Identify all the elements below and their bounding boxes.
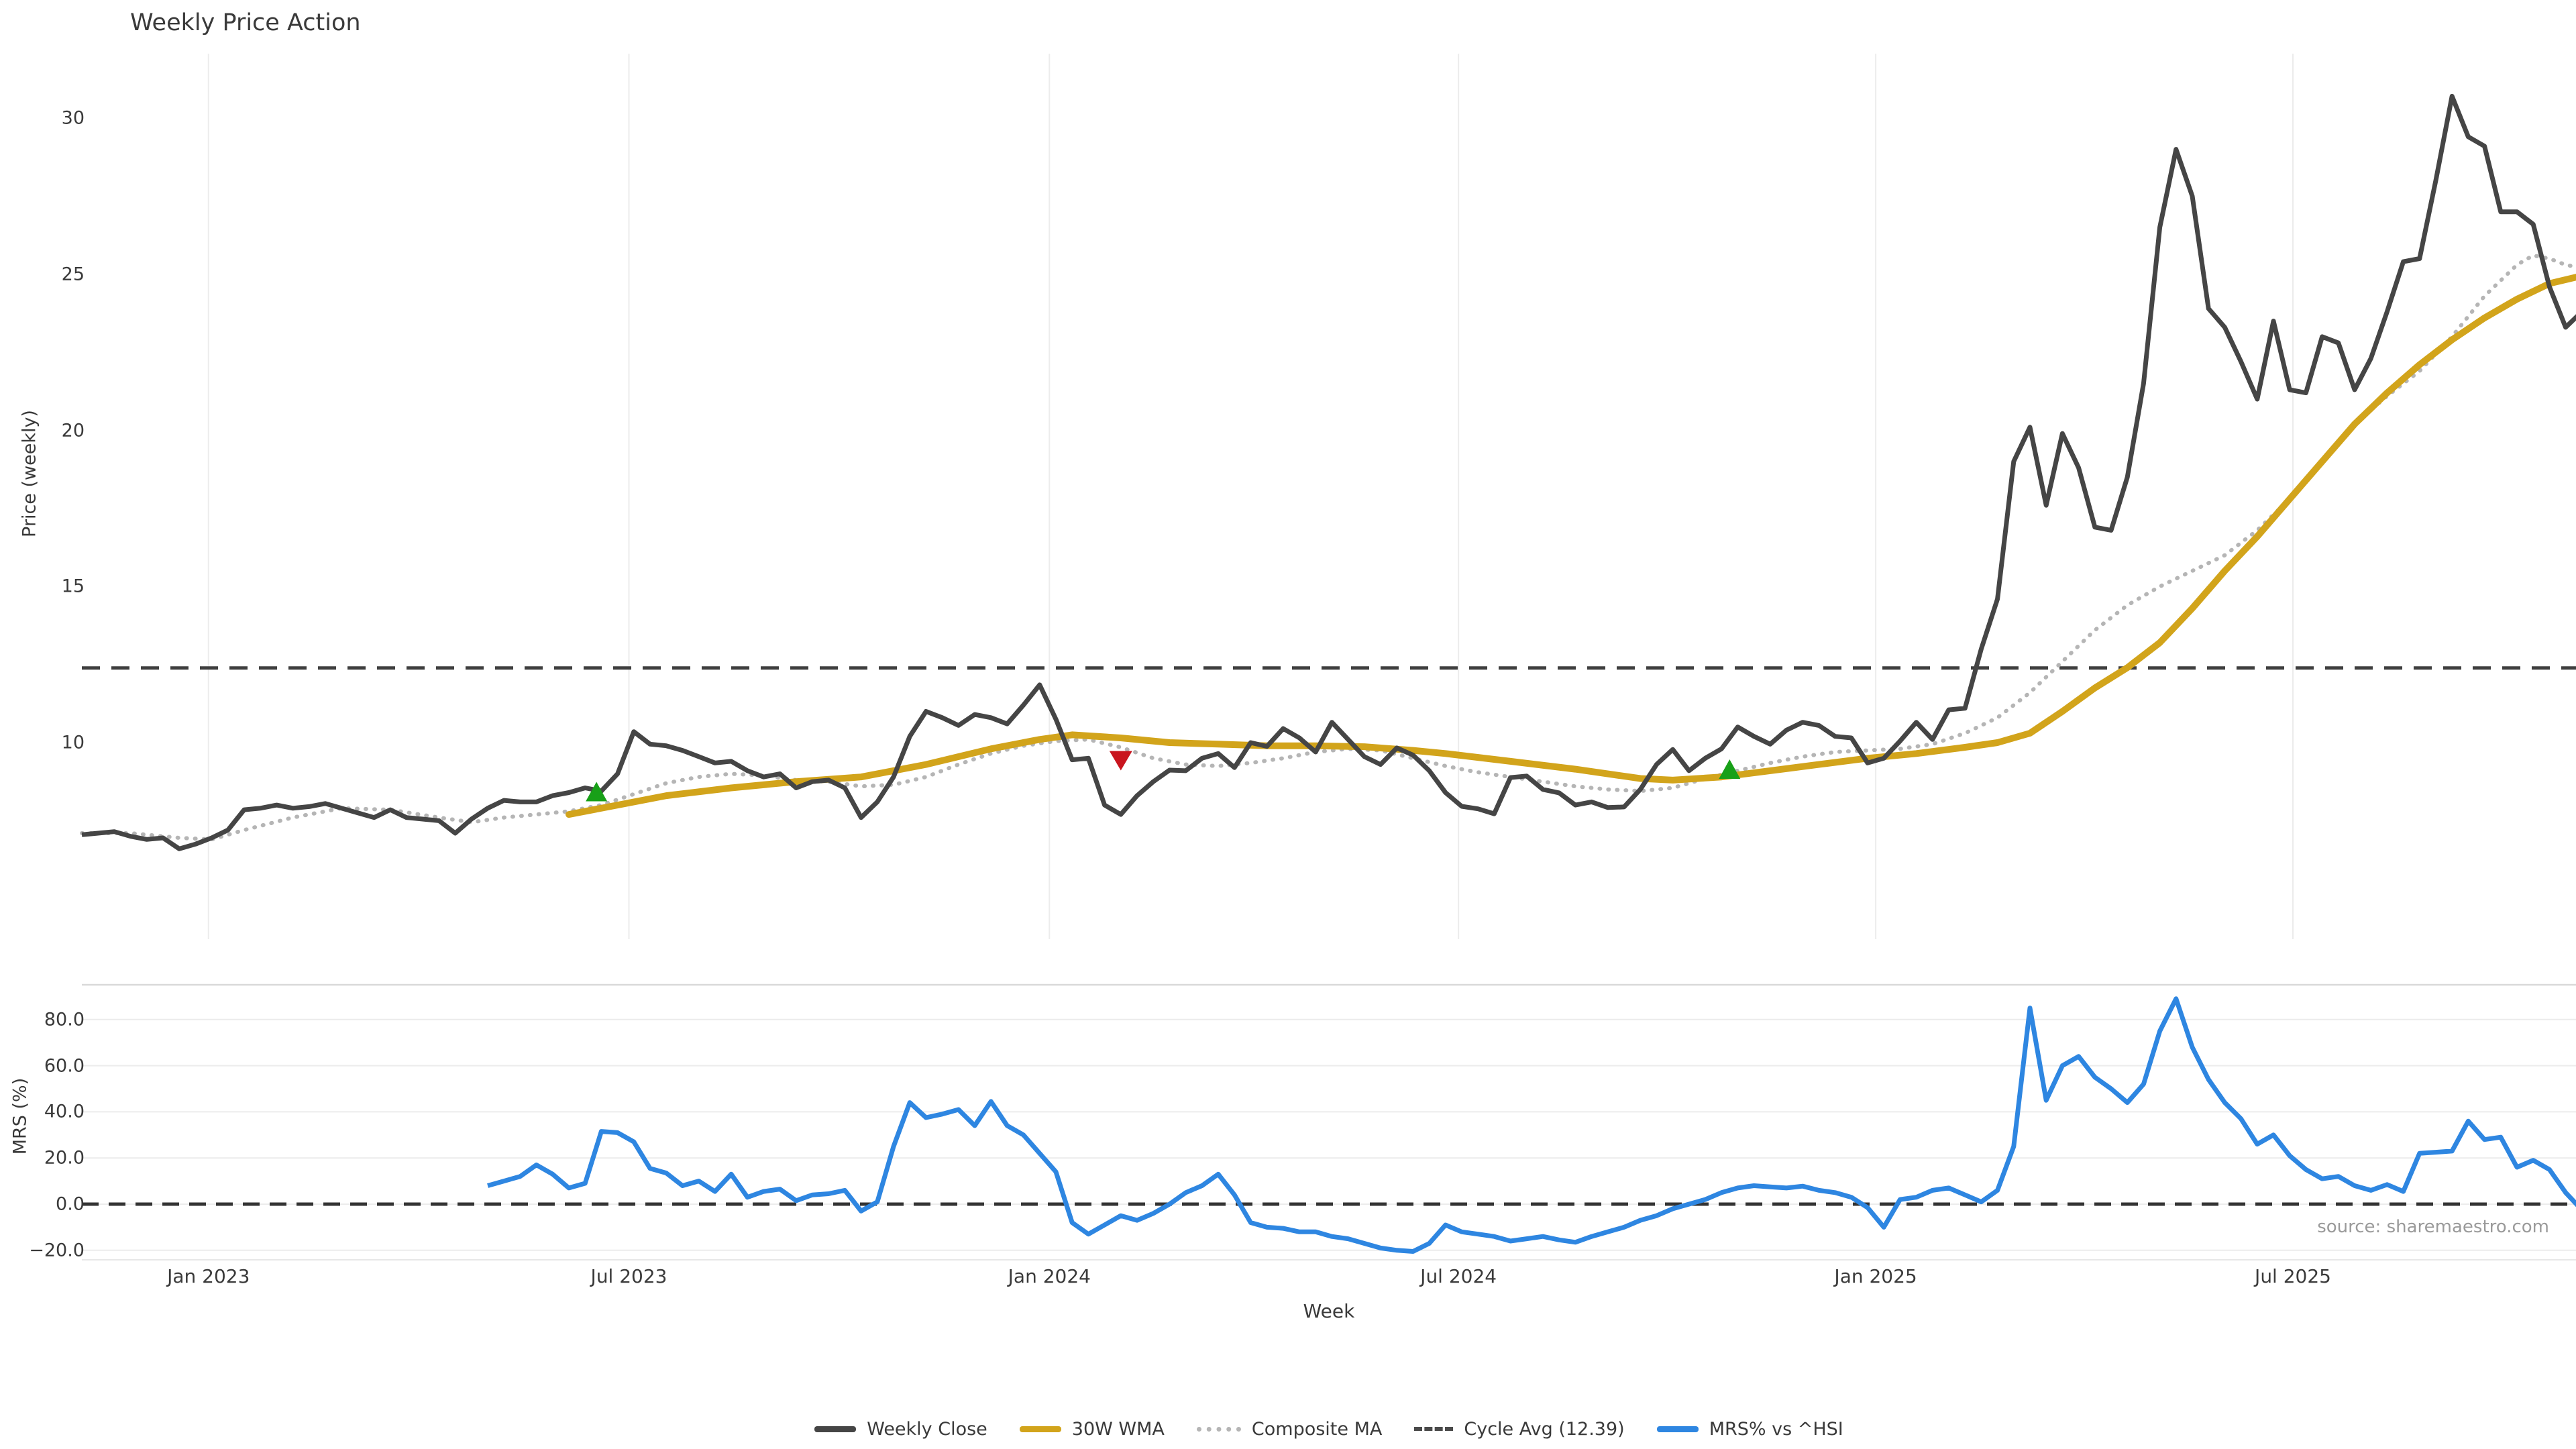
- cycle-avg-swatch-icon: [1414, 1427, 1454, 1431]
- chart-title: Weekly Price Action: [130, 9, 361, 36]
- week-axis-title: Week: [1303, 1300, 1355, 1322]
- legend-label: MRS% vs ^HSI: [1709, 1418, 1843, 1440]
- mrs-tick-label: 20.0: [44, 1147, 85, 1169]
- buy-signal-marker: [586, 782, 608, 802]
- legend-item-weekly-close: Weekly Close: [814, 1419, 987, 1440]
- legend-item-cycle-avg: Cycle Avg (12.39): [1414, 1418, 1625, 1440]
- week-tick-label: Jan 2024: [1008, 1265, 1091, 1287]
- legend-label: Weekly Close: [867, 1418, 987, 1440]
- legend-item-mrs: MRS% vs ^HSI: [1656, 1418, 1843, 1440]
- price-tick-label: 10: [61, 732, 85, 753]
- mrs-tick-label: 0.0: [56, 1193, 85, 1215]
- price-tick-label: 30: [61, 107, 85, 129]
- legend-label: Composite MA: [1251, 1418, 1383, 1440]
- week-tick-label: Jan 2023: [167, 1265, 250, 1287]
- chart-legend: Weekly Close 30W WMA Composite MA Cycle …: [82, 1414, 2576, 1444]
- price-tick-label: 15: [61, 576, 85, 597]
- legend-item-30w-wma: 30W WMA: [1019, 1418, 1165, 1440]
- sell-signal-marker: [1109, 751, 1132, 771]
- mrs-tick-label: 80.0: [44, 1009, 85, 1030]
- week-tick-label: Jul 2025: [2255, 1265, 2332, 1287]
- weekly-close-swatch-icon: [814, 1426, 857, 1432]
- composite-ma-line: [80, 253, 2576, 842]
- mrs-tick-label: 60.0: [44, 1055, 85, 1077]
- legend-label: Cycle Avg (12.39): [1464, 1418, 1625, 1440]
- mrs-line: [487, 996, 2576, 1254]
- week-tick-label: Jul 2023: [590, 1265, 667, 1287]
- buy-signal-marker: [1719, 759, 1741, 779]
- mrs-axis-title: MRS (%): [9, 1077, 31, 1155]
- price-chart: [80, 54, 2576, 939]
- price-tick-label: 25: [61, 264, 85, 285]
- weekly-close-line: [81, 93, 2576, 851]
- source-note: source: sharemaestro.com: [2317, 1217, 2549, 1237]
- mrs-tick-label: −20.0: [29, 1240, 85, 1261]
- week-tick-label: Jan 2025: [1834, 1265, 1917, 1287]
- price-axis-title: Price (weekly): [19, 410, 40, 537]
- mrs-swatch-icon: [1656, 1426, 1699, 1432]
- mrs-tick-label: 40.0: [44, 1101, 85, 1122]
- legend-item-composite-ma: Composite MA: [1196, 1418, 1383, 1440]
- week-tick-label: Jul 2024: [1420, 1265, 1497, 1287]
- price-tick-label: 20: [61, 420, 85, 441]
- legend-label: 30W WMA: [1071, 1418, 1165, 1440]
- wma-line: [566, 274, 2576, 818]
- wma-swatch-icon: [1019, 1426, 1061, 1432]
- mrs-chart: [82, 983, 2576, 1260]
- composite-ma-swatch-icon: [1196, 1426, 1241, 1432]
